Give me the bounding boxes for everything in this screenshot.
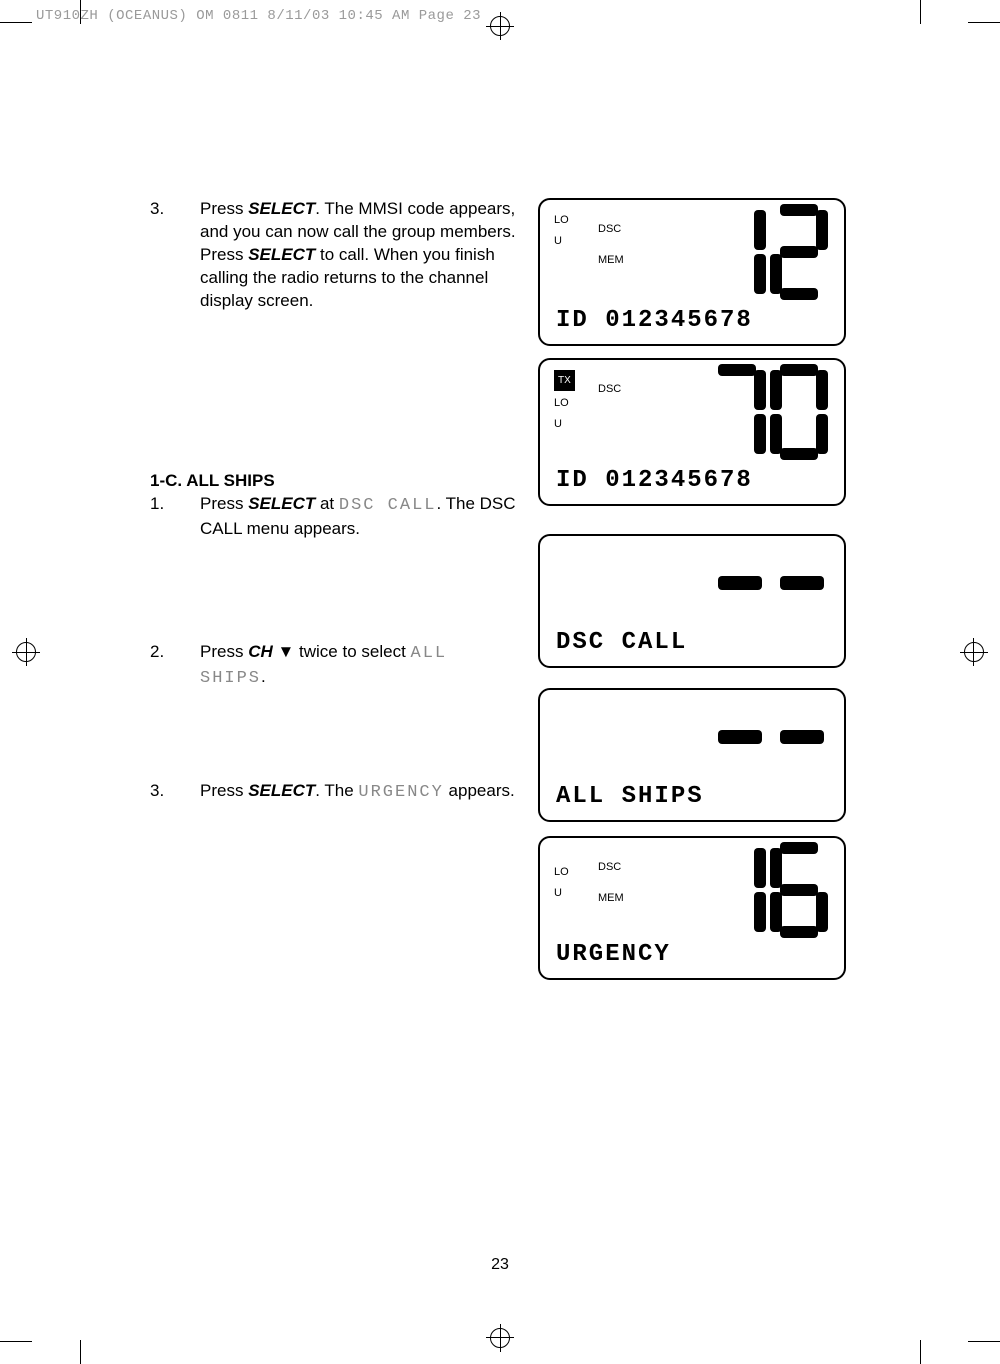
crop-mark [968, 22, 1000, 23]
down-arrow-icon: ▼ [273, 642, 299, 661]
lcd-indicators-left: LO U [554, 210, 569, 252]
digit-1 [708, 842, 766, 938]
text-fragment: appears. [444, 781, 515, 800]
lcd-bottom-text: URGENCY [556, 941, 828, 968]
lcd-indicators-mid: DSC [598, 374, 621, 405]
lcd-screen: TX LO U DSC ID 012345678 [538, 358, 846, 506]
lcd-screen: LO U DSC MEM ID 012345678 [538, 198, 846, 346]
register-mark-icon [960, 652, 988, 653]
lo-indicator: LO [554, 393, 575, 414]
register-mark-icon [500, 12, 501, 40]
lcd-indicators-left: TX LO U [554, 370, 575, 435]
digit-1 [708, 204, 766, 300]
text-fragment: . [261, 667, 266, 686]
mem-indicator: MEM [598, 245, 624, 276]
u-indicator: U [554, 883, 569, 904]
crop-mark [80, 1340, 81, 1364]
button-label-ref: CH [248, 642, 273, 661]
lo-indicator: LO [554, 862, 569, 883]
u-indicator: U [554, 414, 575, 435]
dash-icon [780, 730, 824, 744]
step-text: Press SELECT. The MMSI code appears, and… [200, 198, 530, 313]
step-number: 3. [150, 780, 200, 805]
slug-line: UT910ZH (OCEANUS) OM 0811 8/11/03 10:45 … [36, 8, 481, 24]
lcd-bottom-text: ID 012345678 [556, 467, 828, 494]
lcd-screens-column: LO U DSC MEM ID 012345678 TX LO U DSC [538, 198, 850, 992]
channel-number [708, 364, 828, 460]
crop-mark [920, 1340, 921, 1364]
register-mark-icon [500, 1324, 501, 1352]
lcd-indicators-mid: DSC MEM [598, 214, 624, 276]
step-text: Press SELECT at DSC CALL. The DSC CALL m… [200, 493, 530, 541]
dash-icon [718, 730, 762, 744]
step-number: 1. [150, 493, 200, 541]
text-fragment: Press [200, 781, 248, 800]
lcd-text-ref: URGENCY [358, 783, 443, 802]
mem-indicator: MEM [598, 883, 624, 914]
dash-icon [780, 576, 824, 590]
lcd-bottom-text: DSC CALL [556, 629, 828, 656]
page-number: 23 [0, 1256, 1000, 1274]
register-mark-icon [973, 638, 974, 666]
digit-2 [770, 204, 828, 300]
lcd-indicators-mid: DSC MEM [598, 852, 624, 914]
digit-0 [770, 364, 828, 460]
text-fragment: Press [200, 642, 248, 661]
urgency-label: URGENCY [556, 941, 671, 968]
channel-number [708, 842, 828, 938]
text-fragment: Press [200, 494, 248, 513]
text-fragment: at [315, 494, 339, 513]
crop-mark [0, 1341, 32, 1342]
step-number: 3. [150, 198, 200, 313]
text-fragment: Press [200, 199, 248, 218]
register-mark-icon [26, 638, 27, 666]
lcd-dashes [718, 730, 824, 744]
lcd-screen: DSC CALL [538, 534, 846, 668]
button-label-ref: SELECT [248, 781, 315, 800]
lcd-bottom-text: ID 012345678 [556, 307, 828, 334]
dsc-indicator: DSC [598, 852, 624, 883]
lo-indicator: LO [554, 210, 569, 231]
step-text: Press CH ▼ twice to select ALL SHIPS. [200, 641, 530, 691]
channel-number [708, 204, 828, 300]
button-label-ref: SELECT [248, 199, 315, 218]
step-number: 2. [150, 641, 200, 691]
button-label-ref: SELECT [248, 245, 315, 264]
lcd-text-ref: DSC CALL [339, 496, 437, 515]
lcd-indicators-left: LO U [554, 848, 569, 904]
lcd-screen: LO U DSC MEM URGENCY [538, 836, 846, 980]
u-indicator: U [554, 231, 569, 252]
crop-mark [968, 1341, 1000, 1342]
text-fragment: twice to select [299, 642, 411, 661]
text-fragment: . The [315, 781, 358, 800]
digit-7 [708, 364, 766, 460]
dsc-indicator: DSC [598, 374, 621, 405]
lcd-screen: ALL SHIPS [538, 688, 846, 822]
dash-icon [718, 576, 762, 590]
crop-mark [920, 0, 921, 24]
crop-mark [0, 22, 32, 23]
button-label-ref: SELECT [248, 494, 315, 513]
dsc-indicator: DSC [598, 214, 624, 245]
digit-6 [770, 842, 828, 938]
lcd-bottom-text: ALL SHIPS [556, 783, 828, 810]
tx-indicator: TX [554, 370, 575, 391]
lcd-dashes [718, 576, 824, 590]
step-text: Press SELECT. The URGENCY appears. [200, 780, 530, 805]
